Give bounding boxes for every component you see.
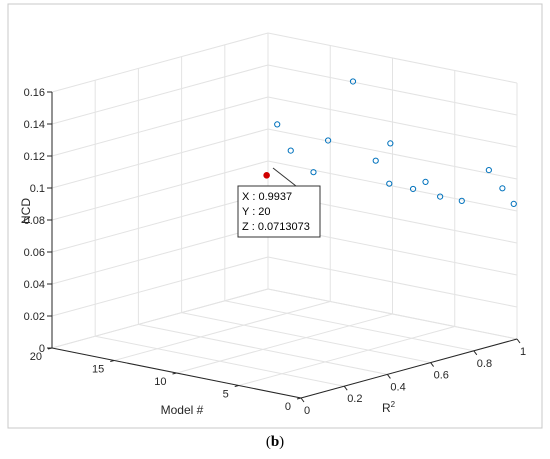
data-point[interactable] — [274, 121, 281, 128]
data-point[interactable] — [510, 200, 517, 207]
highlighted-data-point[interactable] — [263, 171, 270, 179]
grid-line — [267, 64, 518, 116]
x-tick-mark — [300, 397, 305, 403]
y-tick-label: 0 — [285, 401, 291, 413]
x-tick-label: 1 — [520, 346, 526, 358]
grid-line — [51, 160, 269, 221]
data-point[interactable] — [349, 78, 357, 85]
z-tick-label: 0.02 — [24, 311, 45, 323]
y-tick-label: 5 — [223, 389, 229, 401]
x-tick-label: 0.8 — [477, 358, 492, 370]
datatip-x: X : 0.9937 — [242, 191, 292, 203]
y-tick-mark — [296, 397, 302, 400]
grid-line — [51, 128, 269, 189]
datatip-box[interactable] — [237, 185, 321, 238]
x-tick-label: 0 — [304, 405, 310, 417]
z-tick-label: 0.14 — [24, 119, 45, 131]
data-point[interactable] — [386, 180, 393, 187]
grid-line — [267, 96, 518, 148]
z-tick-label: 0.08 — [24, 215, 45, 227]
z-axis-label: NCD — [19, 198, 33, 224]
grid-line — [51, 288, 269, 349]
x-tick-mark — [343, 385, 348, 391]
y-tick-label: 15 — [92, 364, 104, 376]
grid-line — [51, 224, 269, 285]
x-tick-label: 0.4 — [390, 381, 405, 393]
data-point[interactable] — [287, 147, 294, 154]
x-tick-label: 0.2 — [347, 393, 362, 405]
tick-labels: 00.20.40.60.810510152000.020.040.060.080… — [24, 87, 527, 417]
grid-line — [51, 32, 269, 93]
y-tick-mark — [234, 385, 239, 387]
grid-line — [51, 192, 269, 253]
z-tick-label: 0.04 — [24, 279, 45, 291]
x-axis-label-base: R — [382, 401, 391, 415]
grid-line — [51, 64, 269, 125]
y-tick-mark — [110, 360, 115, 362]
data-point[interactable] — [372, 157, 379, 164]
axes — [47, 91, 521, 403]
grid-line — [267, 256, 518, 308]
datatip[interactable]: X : 0.9937 Y : 20 Z : 0.0713073 — [237, 167, 321, 238]
figure-caption: (b) — [0, 434, 550, 451]
datatip-leader — [272, 167, 297, 187]
x-tick-mark — [516, 338, 521, 344]
y-axis-label: Model # — [161, 403, 204, 417]
grid-line — [114, 301, 331, 361]
data-point[interactable] — [409, 185, 417, 193]
x-tick-label: 0.6 — [434, 370, 449, 382]
data-points — [263, 78, 517, 207]
x-axis-label: R2 — [382, 400, 396, 415]
data-point[interactable] — [387, 140, 394, 147]
grid-line — [238, 326, 455, 386]
z-tick-label: 0 — [39, 343, 45, 355]
data-point[interactable] — [324, 137, 332, 144]
data-point[interactable] — [499, 185, 506, 192]
caption-label: b — [270, 434, 280, 450]
grid-line — [267, 32, 518, 84]
x-axis-label-superscript: 2 — [391, 400, 396, 409]
data-point[interactable] — [437, 193, 444, 200]
caption-close: ) — [279, 434, 285, 450]
data-point[interactable] — [422, 178, 429, 185]
y-tick-label: 10 — [154, 376, 166, 388]
datatip-z: Z : 0.0713073 — [242, 221, 310, 233]
data-point[interactable] — [485, 166, 492, 174]
grid-line — [267, 288, 518, 340]
x-tick-mark — [430, 362, 435, 367]
z-tick-label: 0.16 — [24, 87, 45, 99]
grid-line — [267, 128, 518, 180]
x-tick-mark — [473, 350, 478, 356]
data-point[interactable] — [458, 197, 465, 204]
axis-labels: NCD Model # R2 — [19, 198, 396, 417]
y-tick-mark — [172, 372, 177, 375]
x-tick-mark — [386, 374, 391, 379]
z-tick-label: 0.06 — [24, 247, 45, 259]
y-tick-label: 20 — [30, 351, 42, 363]
grid-line — [267, 160, 518, 212]
grid-line — [51, 256, 269, 317]
datatip-y: Y : 20 — [242, 206, 271, 218]
caption-open: ( — [265, 434, 271, 450]
z-tick-label: 0.12 — [24, 151, 45, 163]
data-point[interactable] — [310, 169, 317, 176]
x-axis-line — [300, 338, 518, 399]
grid-line — [51, 96, 269, 157]
z-tick-label: 0.1 — [30, 183, 45, 195]
grid-line — [176, 313, 393, 374]
